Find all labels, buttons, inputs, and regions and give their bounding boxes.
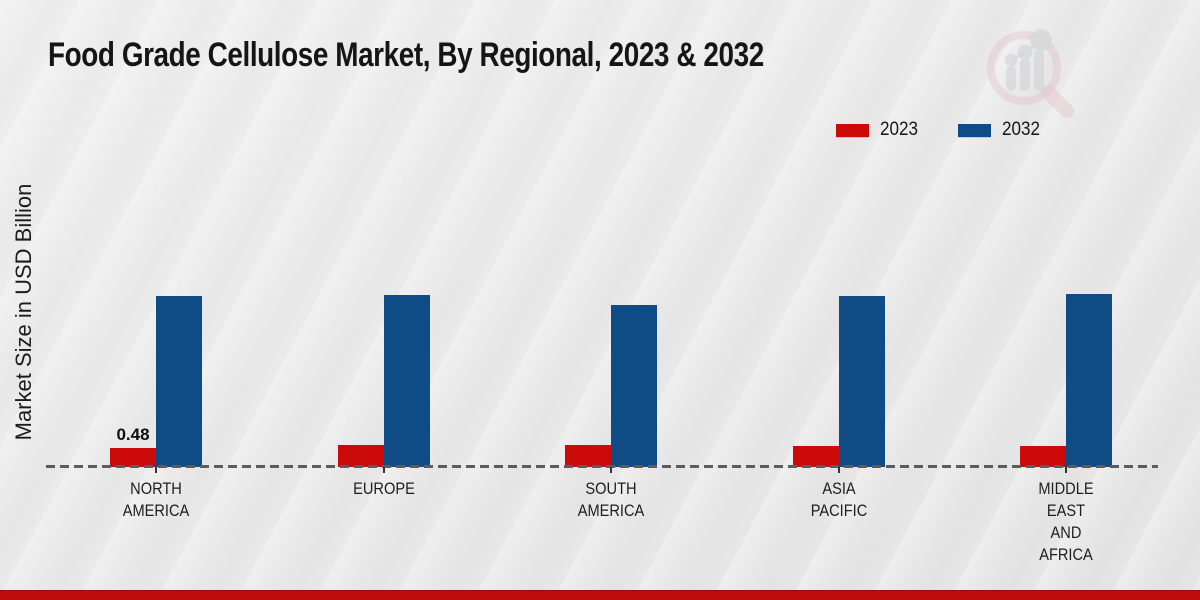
legend-swatch-2032 (958, 123, 992, 137)
bar-2032-north-america (156, 296, 202, 467)
bar-2032-europe (383, 295, 430, 467)
bar-2023-asia-pacific (792, 446, 839, 467)
bar-2023-middle-east-and-africa (1020, 446, 1066, 467)
x-axis-tick-middle-east-and-africa (1065, 467, 1067, 473)
bar-2032-asia-pacific (838, 296, 885, 467)
value-label-2023-north-america: 0.48 (116, 425, 150, 444)
category-label-middle-east-and-africa: MIDDLE EAST AND AFRICA (1038, 479, 1094, 564)
legend: 2023 2032 (836, 119, 1045, 141)
magnifier-bar-chart-logo-icon (987, 29, 1074, 118)
legend-item-2023: 2023 (836, 119, 922, 141)
bar-2023-south-america (565, 445, 611, 467)
x-axis-tick-north-america (155, 467, 157, 473)
bar-2023-europe (337, 445, 384, 467)
legend-label-2032: 2032 (1002, 119, 1041, 140)
bar-2032-middle-east-and-africa (1066, 294, 1112, 467)
x-axis-tick-south-america (610, 467, 612, 473)
category-label-europe: EUROPE (352, 479, 415, 498)
bar-2032-south-america (611, 305, 657, 467)
legend-swatch-2023 (836, 123, 869, 137)
category-label-south-america: SOUTH AMERICA (577, 479, 645, 520)
x-axis-tick-asia-pacific (837, 467, 840, 473)
bar-2023-north-america (110, 448, 156, 467)
footer-accent-bar (0, 590, 1200, 600)
x-axis-tick-europe (382, 467, 385, 473)
category-label-north-america: NORTH AMERICA (122, 479, 190, 520)
legend-item-2032: 2032 (958, 119, 1044, 141)
legend-label-2023: 2023 (880, 119, 919, 140)
x-axis-baseline (46, 465, 1158, 468)
chart-title: Food Grade Cellulose Market, By Regional… (48, 36, 764, 74)
category-label-asia-pacific: ASIA PACIFIC (810, 479, 867, 520)
